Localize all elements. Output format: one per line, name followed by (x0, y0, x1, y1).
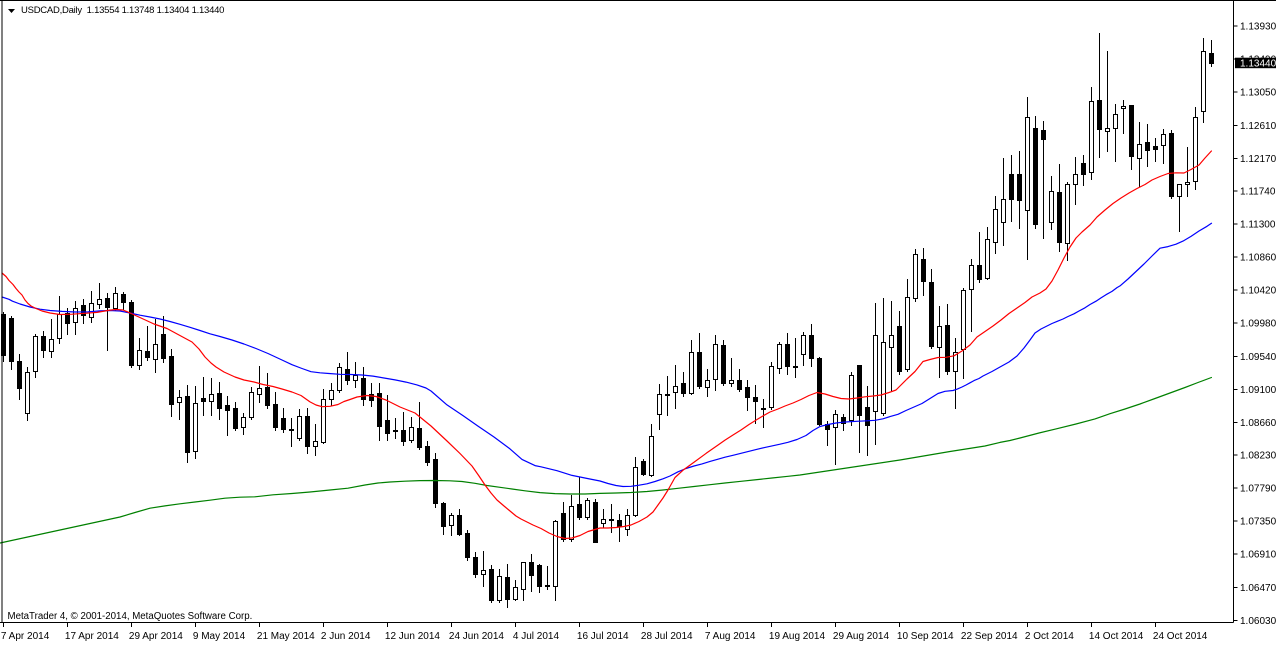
svg-text:1.12170: 1.12170 (1240, 154, 1276, 165)
svg-text:17 Apr 2014: 17 Apr 2014 (65, 631, 119, 641)
svg-text:29 Aug 2014: 29 Aug 2014 (833, 631, 890, 641)
svg-text:4 Jul 2014: 4 Jul 2014 (513, 631, 560, 641)
svg-text:1.11740: 1.11740 (1240, 186, 1276, 197)
svg-text:16 Jul 2014: 16 Jul 2014 (577, 631, 629, 641)
svg-text:14 Oct 2014: 14 Oct 2014 (1089, 631, 1144, 641)
svg-text:1.13930: 1.13930 (1240, 22, 1276, 33)
svg-text:USDCAD,Daily 1.13554 1.13748: USDCAD,Daily 1.13554 1.13748 1.13404 1.1… (21, 5, 224, 16)
svg-text:28 Jul 2014: 28 Jul 2014 (641, 631, 693, 641)
svg-text:7 Apr 2014: 7 Apr 2014 (1, 631, 50, 641)
svg-text:1.13050: 1.13050 (1240, 88, 1276, 99)
svg-text:22 Sep 2014: 22 Sep 2014 (961, 631, 1018, 641)
svg-text:1.06030: 1.06030 (1240, 616, 1276, 627)
svg-text:7 Aug 2014: 7 Aug 2014 (705, 631, 756, 641)
svg-text:1.12610: 1.12610 (1240, 121, 1276, 132)
svg-text:1.07790: 1.07790 (1240, 484, 1276, 495)
svg-text:24 Jun 2014: 24 Jun 2014 (449, 631, 504, 641)
svg-text:1.10420: 1.10420 (1240, 286, 1276, 297)
svg-text:2 Oct 2014: 2 Oct 2014 (1025, 631, 1074, 641)
svg-text:1.08230: 1.08230 (1240, 450, 1276, 461)
svg-text:10 Sep 2014: 10 Sep 2014 (897, 631, 954, 641)
svg-text:1.09980: 1.09980 (1240, 319, 1276, 330)
svg-text:19 Aug 2014: 19 Aug 2014 (769, 631, 826, 641)
svg-text:29 Apr 2014: 29 Apr 2014 (129, 631, 183, 641)
svg-text:12 Jun 2014: 12 Jun 2014 (385, 631, 440, 641)
svg-text:1.13440: 1.13440 (1240, 58, 1276, 69)
svg-text:1.06470: 1.06470 (1240, 583, 1276, 594)
svg-text:1.09540: 1.09540 (1240, 352, 1276, 363)
svg-text:21 May 2014: 21 May 2014 (257, 631, 315, 641)
svg-text:1.10860: 1.10860 (1240, 253, 1276, 264)
svg-text:1.08660: 1.08660 (1240, 418, 1276, 429)
svg-text:1.07350: 1.07350 (1240, 517, 1276, 528)
svg-text:MetaTrader 4, © 2001-2014, Met: MetaTrader 4, © 2001-2014, MetaQuotes So… (8, 611, 253, 622)
svg-text:9 May 2014: 9 May 2014 (193, 631, 246, 641)
svg-text:1.06910: 1.06910 (1240, 550, 1276, 561)
svg-text:1.11300: 1.11300 (1240, 219, 1276, 230)
svg-text:24 Oct 2014: 24 Oct 2014 (1153, 631, 1208, 641)
svg-text:2 Jun 2014: 2 Jun 2014 (321, 631, 371, 641)
svg-text:1.09100: 1.09100 (1240, 385, 1276, 396)
